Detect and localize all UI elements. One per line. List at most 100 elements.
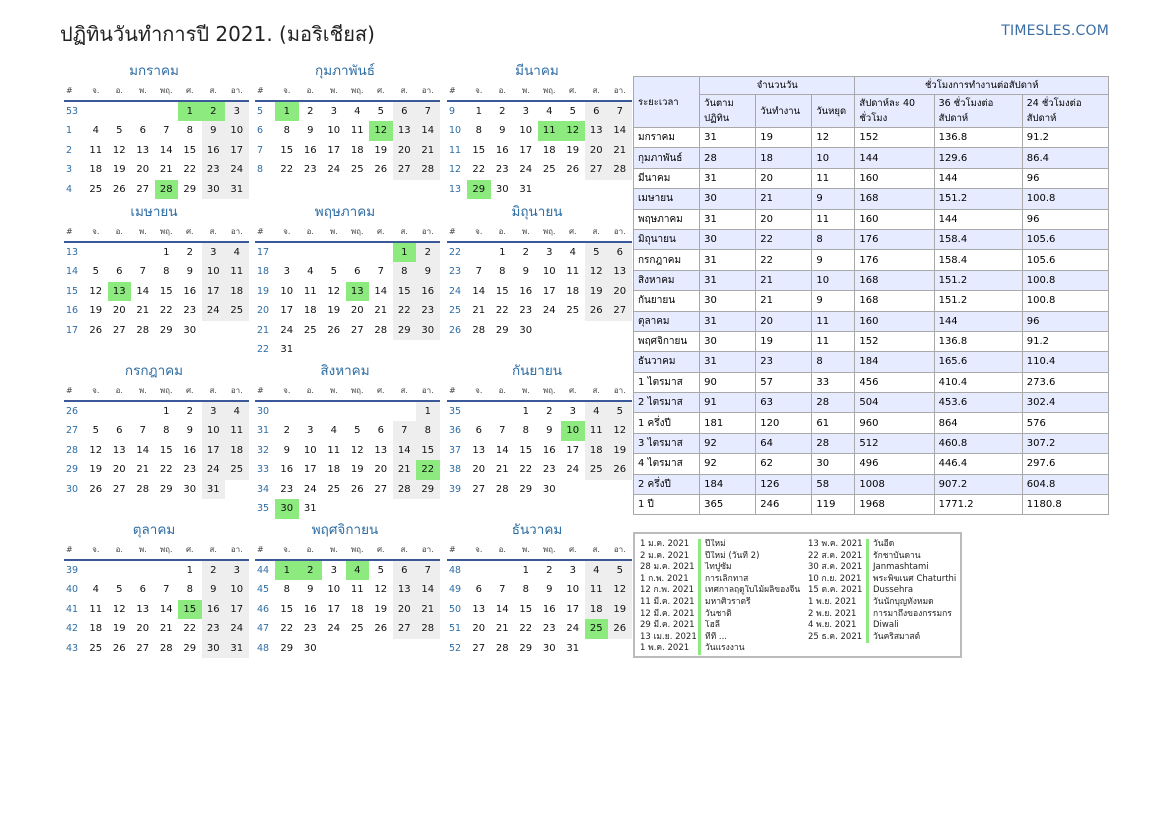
weekday-header: อ. — [298, 541, 322, 561]
stats-value-cell: 63 — [755, 392, 813, 414]
week-number: 32 — [257, 444, 270, 456]
holiday-name: วันแรงงาน — [698, 643, 745, 655]
brand-link[interactable]: TIMESLES.COM — [1001, 23, 1109, 39]
day-cell: 23 — [542, 464, 556, 475]
empty-day-cell — [108, 243, 132, 263]
day-cell: 10 — [201, 262, 225, 282]
day-cell: 4 — [225, 242, 249, 262]
day-cell: 18 — [350, 603, 364, 615]
day-cell: 14 — [416, 580, 440, 600]
day-cell: 27 — [112, 324, 126, 336]
weekday-header: อา. — [608, 541, 632, 561]
week-number: 9 — [449, 105, 456, 117]
month-name: ธันวาคม — [511, 522, 563, 538]
day-cell: 11 — [584, 421, 608, 441]
weekday-header: อา. — [608, 223, 632, 243]
day-cell: 2 — [283, 425, 290, 436]
day-cell: 11 — [327, 444, 341, 456]
weekday-header: ศ. — [369, 541, 393, 561]
holiday-entry: 1 พ.ย. 2021 วันนักบุญทั้งหมด — [808, 596, 956, 609]
day-cell: 24 — [201, 301, 225, 321]
week-number: 36 — [449, 425, 462, 436]
holiday-entry: 1 ก.พ. 2021 การเลิกทาส — [640, 573, 800, 586]
weekday-header: ส. — [201, 223, 225, 243]
empty-day-cell — [108, 102, 132, 122]
empty-day-cell — [561, 480, 585, 500]
holiday-day-cell: 13 — [107, 281, 131, 301]
day-cell: 17 — [201, 440, 225, 460]
stats-value-cell: 86.4 — [1021, 147, 1110, 169]
month-name: พฤศจิกายน — [311, 522, 379, 538]
empty-day-cell — [561, 321, 585, 341]
day-cell: 5 — [330, 266, 337, 277]
empty-day-cell — [561, 180, 585, 200]
weekday-header: ศ. — [561, 82, 585, 102]
weekday-header: พฤ. — [537, 223, 561, 243]
empty-day-cell — [608, 480, 632, 500]
day-cell: 14 — [495, 603, 509, 615]
day-cell: 9 — [186, 425, 193, 436]
weekday-header: ศ. — [561, 541, 585, 561]
week-number: 28 — [66, 444, 79, 456]
day-cell: 29 — [159, 324, 173, 336]
stats-value-cell: 184 — [854, 351, 935, 373]
weekday-header: พ. — [514, 382, 538, 402]
day-cell: 23 — [183, 464, 197, 475]
day-cell: 16 — [280, 464, 294, 475]
empty-day-cell — [275, 243, 299, 263]
holiday-day-cell: 15 — [178, 599, 202, 619]
day-cell: 23 — [542, 623, 556, 634]
month-days-grid: # จ. อ. พ. พฤ. ศ. ส. อา. 53 1 2 3 1 4 5 6 7 8 9 10 2 11 12 13 14… — [64, 82, 249, 199]
day-cell: 10 — [566, 584, 580, 595]
day-cell: 22 — [519, 623, 533, 634]
week-number: 2 — [66, 144, 73, 156]
day-cell: 28 — [472, 324, 486, 336]
day-cell: 18 — [225, 281, 249, 301]
week-number: 26 — [449, 324, 462, 336]
holiday-day-cell: 1 — [392, 242, 416, 262]
empty-day-cell — [322, 402, 346, 422]
stats-value-cell: 453.6 — [933, 392, 1023, 414]
day-cell: 26 — [608, 619, 632, 639]
day-cell: 26 — [374, 623, 388, 634]
week-number: 35 — [449, 405, 462, 417]
holiday-entry: 13 เม.ย. 2021 ที่ที ... — [640, 631, 800, 644]
day-cell: 21 — [495, 623, 509, 634]
day-cell: 6 — [475, 584, 482, 595]
day-cell: 16 — [519, 285, 533, 297]
day-cell: 2 — [307, 105, 314, 117]
day-cell: 6 — [392, 560, 416, 580]
day-cell: 27 — [112, 483, 126, 495]
holiday-date: 28 ม.ค. 2021 — [640, 562, 695, 573]
day-cell: 27 — [392, 160, 416, 180]
stats-period-cell: พฤศจิกายน — [632, 330, 701, 353]
day-cell: 13 — [112, 444, 126, 456]
day-cell: 9 — [546, 425, 553, 436]
day-cell: 12 — [584, 262, 608, 282]
day-cell: 27 — [136, 183, 150, 195]
stats-period-cell: เมษายน — [632, 188, 701, 210]
stats-value-cell: 410.4 — [933, 371, 1023, 394]
stats-value-cell: 31 — [699, 126, 757, 149]
day-cell: 8 — [522, 584, 529, 595]
weekday-header: ศ. — [369, 82, 393, 102]
day-cell: 14 — [159, 603, 173, 615]
stats-value-cell: 100.8 — [1021, 269, 1110, 292]
day-cell: 11 — [566, 266, 580, 277]
empty-day-cell — [416, 499, 440, 519]
day-cell: 30 — [183, 324, 197, 336]
day-cell: 8 — [163, 266, 170, 277]
weekday-header: อา. — [416, 541, 440, 561]
weekday-header: ส. — [201, 82, 225, 102]
week-number: 39 — [449, 483, 462, 495]
day-cell: 28 — [159, 642, 173, 654]
stats-value-cell: 158.4 — [933, 228, 1023, 251]
stats-period-cell: มีนาคม — [632, 167, 701, 190]
stats-value-cell: 456 — [854, 371, 935, 394]
day-cell: 21 — [608, 140, 632, 160]
stats-value-cell: 168 — [854, 188, 935, 210]
week-number: 24 — [449, 285, 462, 297]
stats-value-cell: 184 — [699, 473, 757, 496]
day-cell: 22 — [159, 464, 173, 475]
day-cell: 9 — [499, 125, 506, 136]
